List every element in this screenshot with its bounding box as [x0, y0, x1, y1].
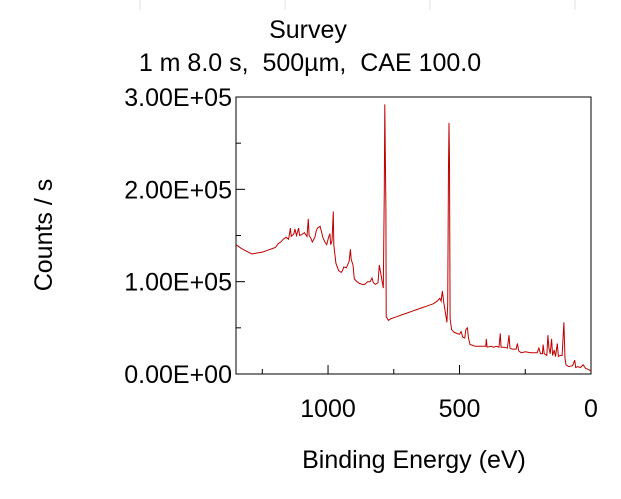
x-axis-ticks [261, 365, 592, 374]
y-tick-label: 2.00E+05 [124, 176, 232, 204]
x-tick-label: 1000 [300, 395, 356, 423]
x-axis-tick-labels: 1000 500 0 [300, 395, 598, 423]
x-tick-label: 500 [439, 395, 481, 423]
series-line [235, 104, 592, 372]
y-axis-label: Counts / s [30, 179, 58, 292]
y-tick-label: 1.00E+05 [124, 269, 232, 297]
y-tick-label: 0.00E+00 [124, 361, 232, 389]
y-axis-ticks [236, 96, 245, 375]
y-tick-label: 3.00E+05 [124, 84, 232, 112]
top-frame-ticks [139, 0, 576, 10]
x-axis-label: Binding Energy (eV) [302, 446, 526, 474]
x-tick-label: 0 [584, 395, 598, 423]
chart-title: Survey [269, 16, 347, 44]
chart-subtitle: 1 m 8.0 s, 500µm, CAE 100.0 [139, 49, 481, 77]
y-axis-tick-labels: 0.00E+00 1.00E+05 2.00E+05 3.00E+05 [124, 84, 232, 389]
